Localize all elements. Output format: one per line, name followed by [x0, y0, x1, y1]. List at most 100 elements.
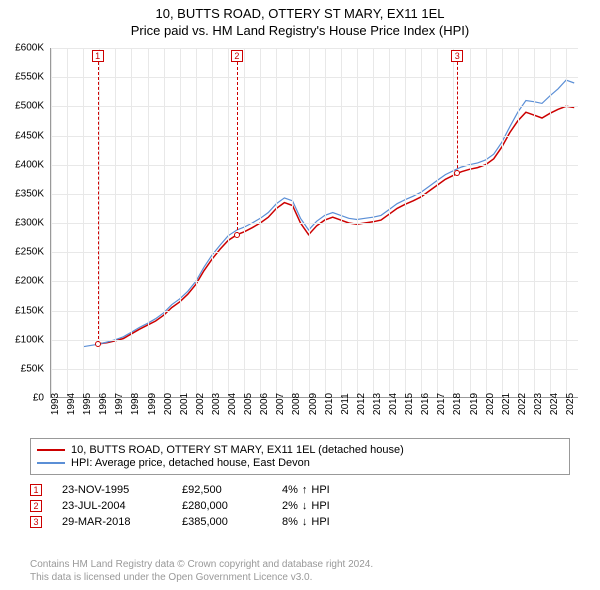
y-tick-label: £500K [15, 101, 44, 112]
x-tick-label: 2023 [533, 393, 544, 415]
event-marker-box: 1 [30, 484, 42, 496]
gridline-h [51, 252, 578, 253]
gridline-v [421, 48, 422, 397]
y-tick-label: £0 [33, 393, 44, 404]
x-tick-label: 1993 [50, 393, 61, 415]
x-tick-label: 1994 [66, 393, 77, 415]
gridline-v [228, 48, 229, 397]
x-tick-label: 2015 [404, 393, 415, 415]
x-tick-label: 2025 [565, 393, 576, 415]
y-tick-label: £300K [15, 218, 44, 229]
title-line-2: Price paid vs. HM Land Registry's House … [0, 23, 600, 38]
gridline-v [164, 48, 165, 397]
gridline-v [212, 48, 213, 397]
x-tick-label: 1996 [98, 393, 109, 415]
gridline-v [148, 48, 149, 397]
event-price: £92,500 [182, 484, 262, 496]
legend-swatch [37, 449, 65, 451]
marker-line-2 [237, 62, 238, 235]
gridline-v [196, 48, 197, 397]
x-tick-label: 1997 [114, 393, 125, 415]
gridline-v [292, 48, 293, 397]
event-hpi: 8%↓HPI [282, 516, 330, 528]
gridline-v [51, 48, 52, 397]
event-date: 23-NOV-1995 [62, 484, 162, 496]
x-tick-label: 2003 [211, 393, 222, 415]
y-tick-label: £250K [15, 247, 44, 258]
gridline-h [51, 165, 578, 166]
gridline-v [518, 48, 519, 397]
gridline-v [405, 48, 406, 397]
gridline-h [51, 194, 578, 195]
x-tick-label: 2018 [452, 393, 463, 415]
arrow-down-icon: ↓ [302, 516, 308, 528]
gridline-h [51, 311, 578, 312]
event-row: 329-MAR-2018£385,0008%↓HPI [30, 516, 570, 528]
x-tick-label: 1999 [147, 393, 158, 415]
legend-swatch [37, 462, 65, 464]
gridline-v [131, 48, 132, 397]
event-date: 23-JUL-2004 [62, 500, 162, 512]
gridline-v [67, 48, 68, 397]
x-tick-label: 2014 [388, 393, 399, 415]
x-tick-label: 2020 [485, 393, 496, 415]
legend-text: 10, BUTTS ROAD, OTTERY ST MARY, EX11 1EL… [71, 444, 404, 456]
x-tick-label: 2016 [420, 393, 431, 415]
x-tick-label: 2022 [517, 393, 528, 415]
x-tick-label: 2010 [324, 393, 335, 415]
y-axis-labels: £0£50K£100K£150K£200K£250K£300K£350K£400… [0, 48, 48, 398]
series-hpi [83, 80, 574, 347]
event-pct: 2% [282, 500, 298, 512]
x-tick-label: 1995 [82, 393, 93, 415]
event-suffix: HPI [311, 500, 329, 512]
title-line-1: 10, BUTTS ROAD, OTTERY ST MARY, EX11 1EL [0, 6, 600, 21]
gridline-h [51, 48, 578, 49]
event-date: 29-MAR-2018 [62, 516, 162, 528]
event-row: 123-NOV-1995£92,5004%↑HPI [30, 484, 570, 496]
gridline-v [550, 48, 551, 397]
gridline-h [51, 136, 578, 137]
y-tick-label: £100K [15, 334, 44, 345]
gridline-h [51, 281, 578, 282]
event-pct: 4% [282, 484, 298, 496]
event-pct: 8% [282, 516, 298, 528]
x-tick-label: 2008 [291, 393, 302, 415]
arrow-up-icon: ↑ [302, 484, 308, 496]
gridline-h [51, 223, 578, 224]
marker-box-2: 2 [231, 50, 243, 62]
y-tick-label: £200K [15, 276, 44, 287]
gridline-h [51, 106, 578, 107]
event-marker-box: 3 [30, 516, 42, 528]
x-axis-labels: 1993199419951996199719981999200020012002… [50, 400, 578, 440]
y-tick-label: £600K [15, 43, 44, 54]
event-price: £280,000 [182, 500, 262, 512]
gridline-v [373, 48, 374, 397]
y-tick-label: £350K [15, 188, 44, 199]
gridline-v [502, 48, 503, 397]
footer-line-2: This data is licensed under the Open Gov… [30, 571, 570, 584]
gridline-v [453, 48, 454, 397]
gridline-v [566, 48, 567, 397]
gridline-v [437, 48, 438, 397]
x-tick-label: 2013 [372, 393, 383, 415]
x-tick-label: 2011 [340, 393, 351, 415]
gridline-v [486, 48, 487, 397]
x-tick-label: 2021 [501, 393, 512, 415]
marker-dot-3 [454, 170, 460, 176]
x-tick-label: 2002 [195, 393, 206, 415]
x-tick-label: 2005 [243, 393, 254, 415]
gridline-v [115, 48, 116, 397]
marker-box-3: 3 [451, 50, 463, 62]
x-tick-label: 2012 [356, 393, 367, 415]
marker-dot-2 [234, 232, 240, 238]
gridline-v [389, 48, 390, 397]
title-block: 10, BUTTS ROAD, OTTERY ST MARY, EX11 1EL… [0, 0, 600, 40]
arrow-down-icon: ↓ [302, 500, 308, 512]
x-tick-label: 2006 [259, 393, 270, 415]
gridline-h [51, 77, 578, 78]
gridline-v [83, 48, 84, 397]
x-tick-label: 2004 [227, 393, 238, 415]
gridline-h [51, 369, 578, 370]
legend-row: 10, BUTTS ROAD, OTTERY ST MARY, EX11 1EL… [37, 444, 563, 456]
gridline-v [534, 48, 535, 397]
